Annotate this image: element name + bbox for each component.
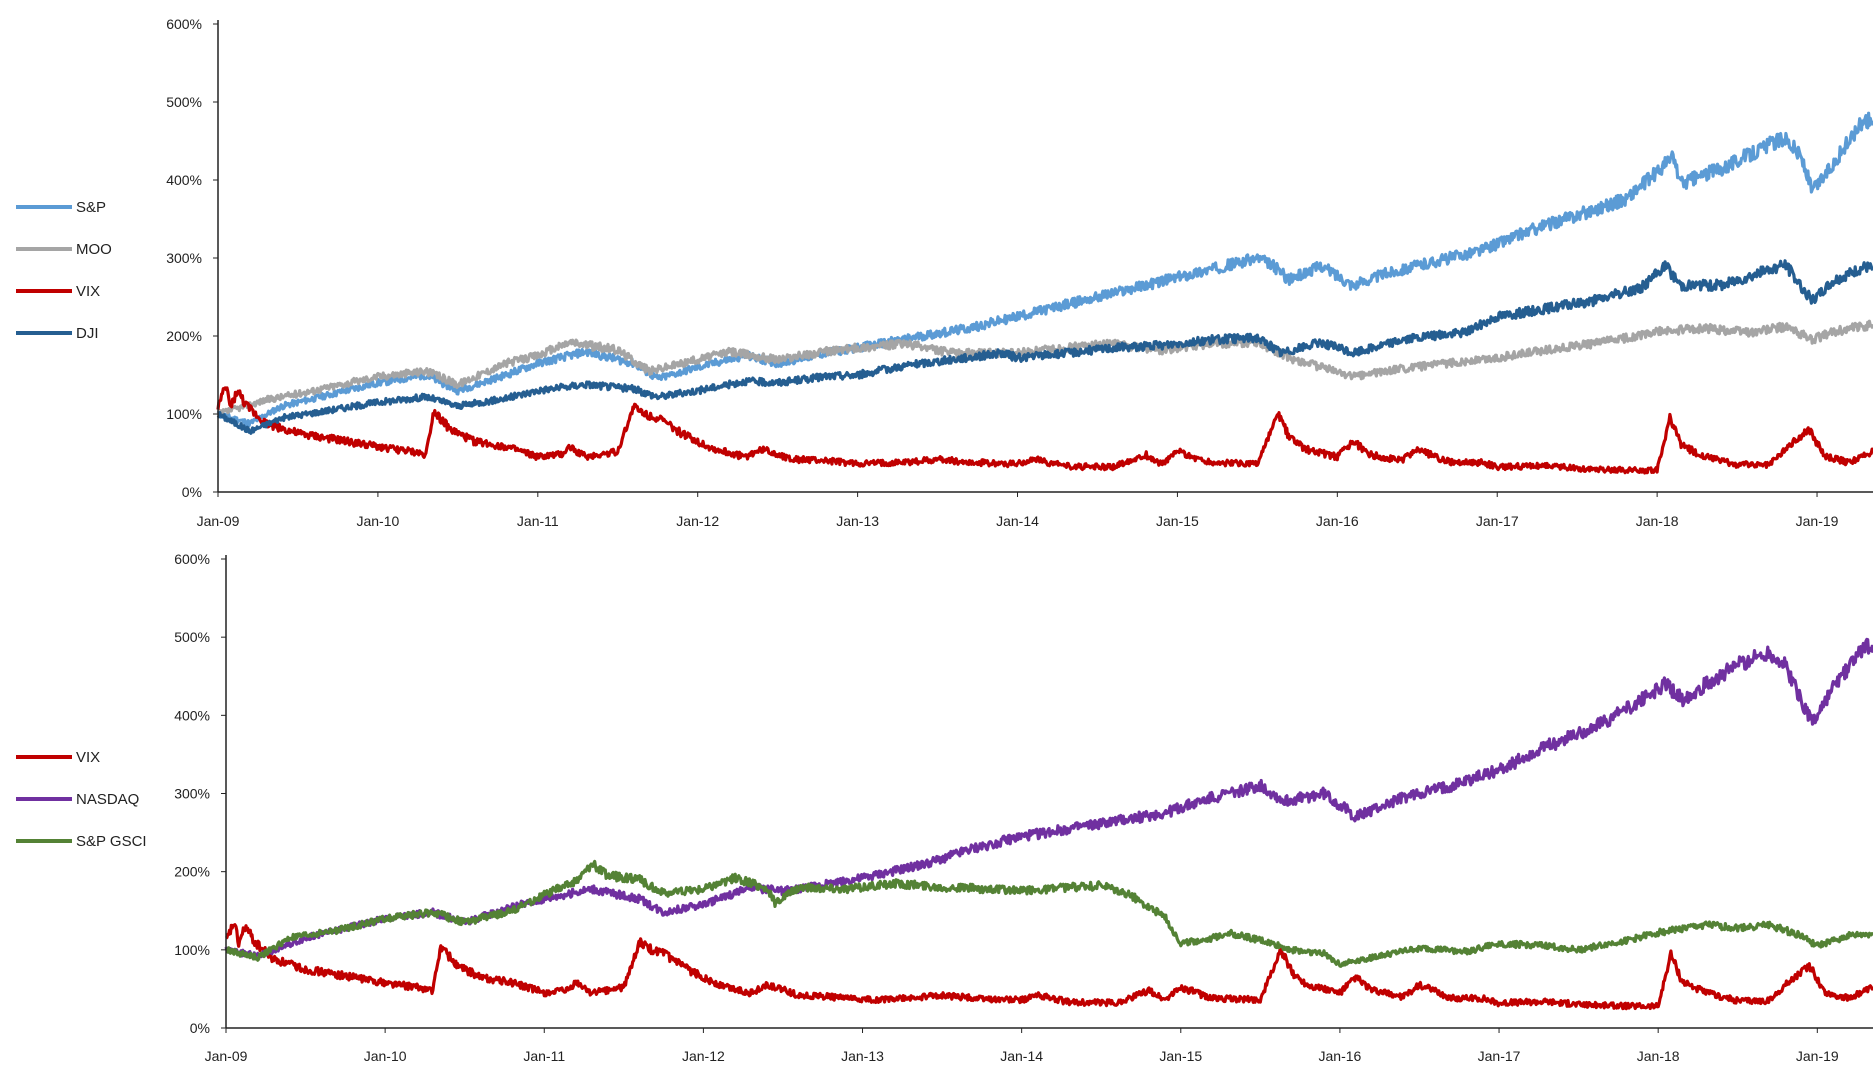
y-tick-label: 500% <box>166 94 202 110</box>
series-line-vix <box>225 923 1873 1011</box>
x-tick-label: Jan-14 <box>996 513 1039 529</box>
x-tick-label: Jan-13 <box>836 513 879 529</box>
legend-label-sandp-gsci: S&P GSCI <box>76 833 147 850</box>
y-tick-label: 100% <box>174 942 210 958</box>
series-line-nasdaq <box>224 637 1873 959</box>
x-tick-label: Jan-10 <box>356 513 399 529</box>
x-tick-label: Jan-19 <box>1796 513 1839 529</box>
y-tick-label: 600% <box>166 16 202 32</box>
x-tick-label: Jan-09 <box>205 1048 248 1064</box>
y-tick-label: 0% <box>190 1020 210 1036</box>
series-line-sandp <box>216 111 1873 428</box>
top-line-chart: 0% 100% 200% 300% 400% 500% 600% Jan-09 Jan-10 Ja… <box>16 16 1873 529</box>
x-tick-label: Jan-17 <box>1476 513 1519 529</box>
legend-label-dji: DJI <box>76 325 99 342</box>
x-tick-label: Jan-14 <box>1000 1048 1043 1064</box>
x-tick-label: Jan-16 <box>1319 1048 1362 1064</box>
x-tick-label: Jan-18 <box>1636 513 1679 529</box>
legend-label-vix: VIX <box>76 749 100 766</box>
legend-label-sandp: S&P <box>76 199 106 216</box>
y-tick-label: 500% <box>174 629 210 645</box>
x-tick-label: Jan-12 <box>676 513 719 529</box>
series-line-vix <box>216 386 1873 475</box>
x-tick-label: Jan-15 <box>1156 513 1199 529</box>
legend-label-nasdaq: NASDAQ <box>76 791 139 808</box>
y-tick-label: 200% <box>174 864 210 880</box>
x-tick-label: Jan-19 <box>1796 1048 1839 1064</box>
x-tick-label: Jan-12 <box>682 1048 725 1064</box>
legend-label-vix: VIX <box>76 283 100 300</box>
x-tick-label: Jan-16 <box>1316 513 1359 529</box>
series-line-moo <box>217 319 1873 415</box>
x-tick-label: Jan-15 <box>1159 1048 1202 1064</box>
y-tick-label: 200% <box>166 328 202 344</box>
y-tick-label: 300% <box>166 250 202 266</box>
y-tick-label: 100% <box>166 406 202 422</box>
y-tick-label: 600% <box>174 551 210 567</box>
x-tick-label: Jan-10 <box>364 1048 407 1064</box>
x-tick-label: Jan-13 <box>841 1048 884 1064</box>
y-tick-label: 0% <box>182 484 202 500</box>
x-tick-label: Jan-18 <box>1637 1048 1680 1064</box>
x-tick-label: Jan-11 <box>523 1048 565 1064</box>
series-line-sandp-gsci <box>224 859 1873 968</box>
legend-label-moo: MOO <box>76 241 112 258</box>
series-line-dji <box>216 259 1873 435</box>
y-tick-label: 400% <box>174 707 210 723</box>
bottom-line-chart: 0% 100% 200% 300% 400% 500% 600% Jan-09 Jan-10 Ja… <box>16 551 1873 1064</box>
x-tick-label: Jan-09 <box>197 513 240 529</box>
x-tick-label: Jan-11 <box>517 513 559 529</box>
y-tick-label: 300% <box>174 786 210 802</box>
x-tick-label: Jan-17 <box>1478 1048 1521 1064</box>
y-tick-label: 400% <box>166 172 202 188</box>
